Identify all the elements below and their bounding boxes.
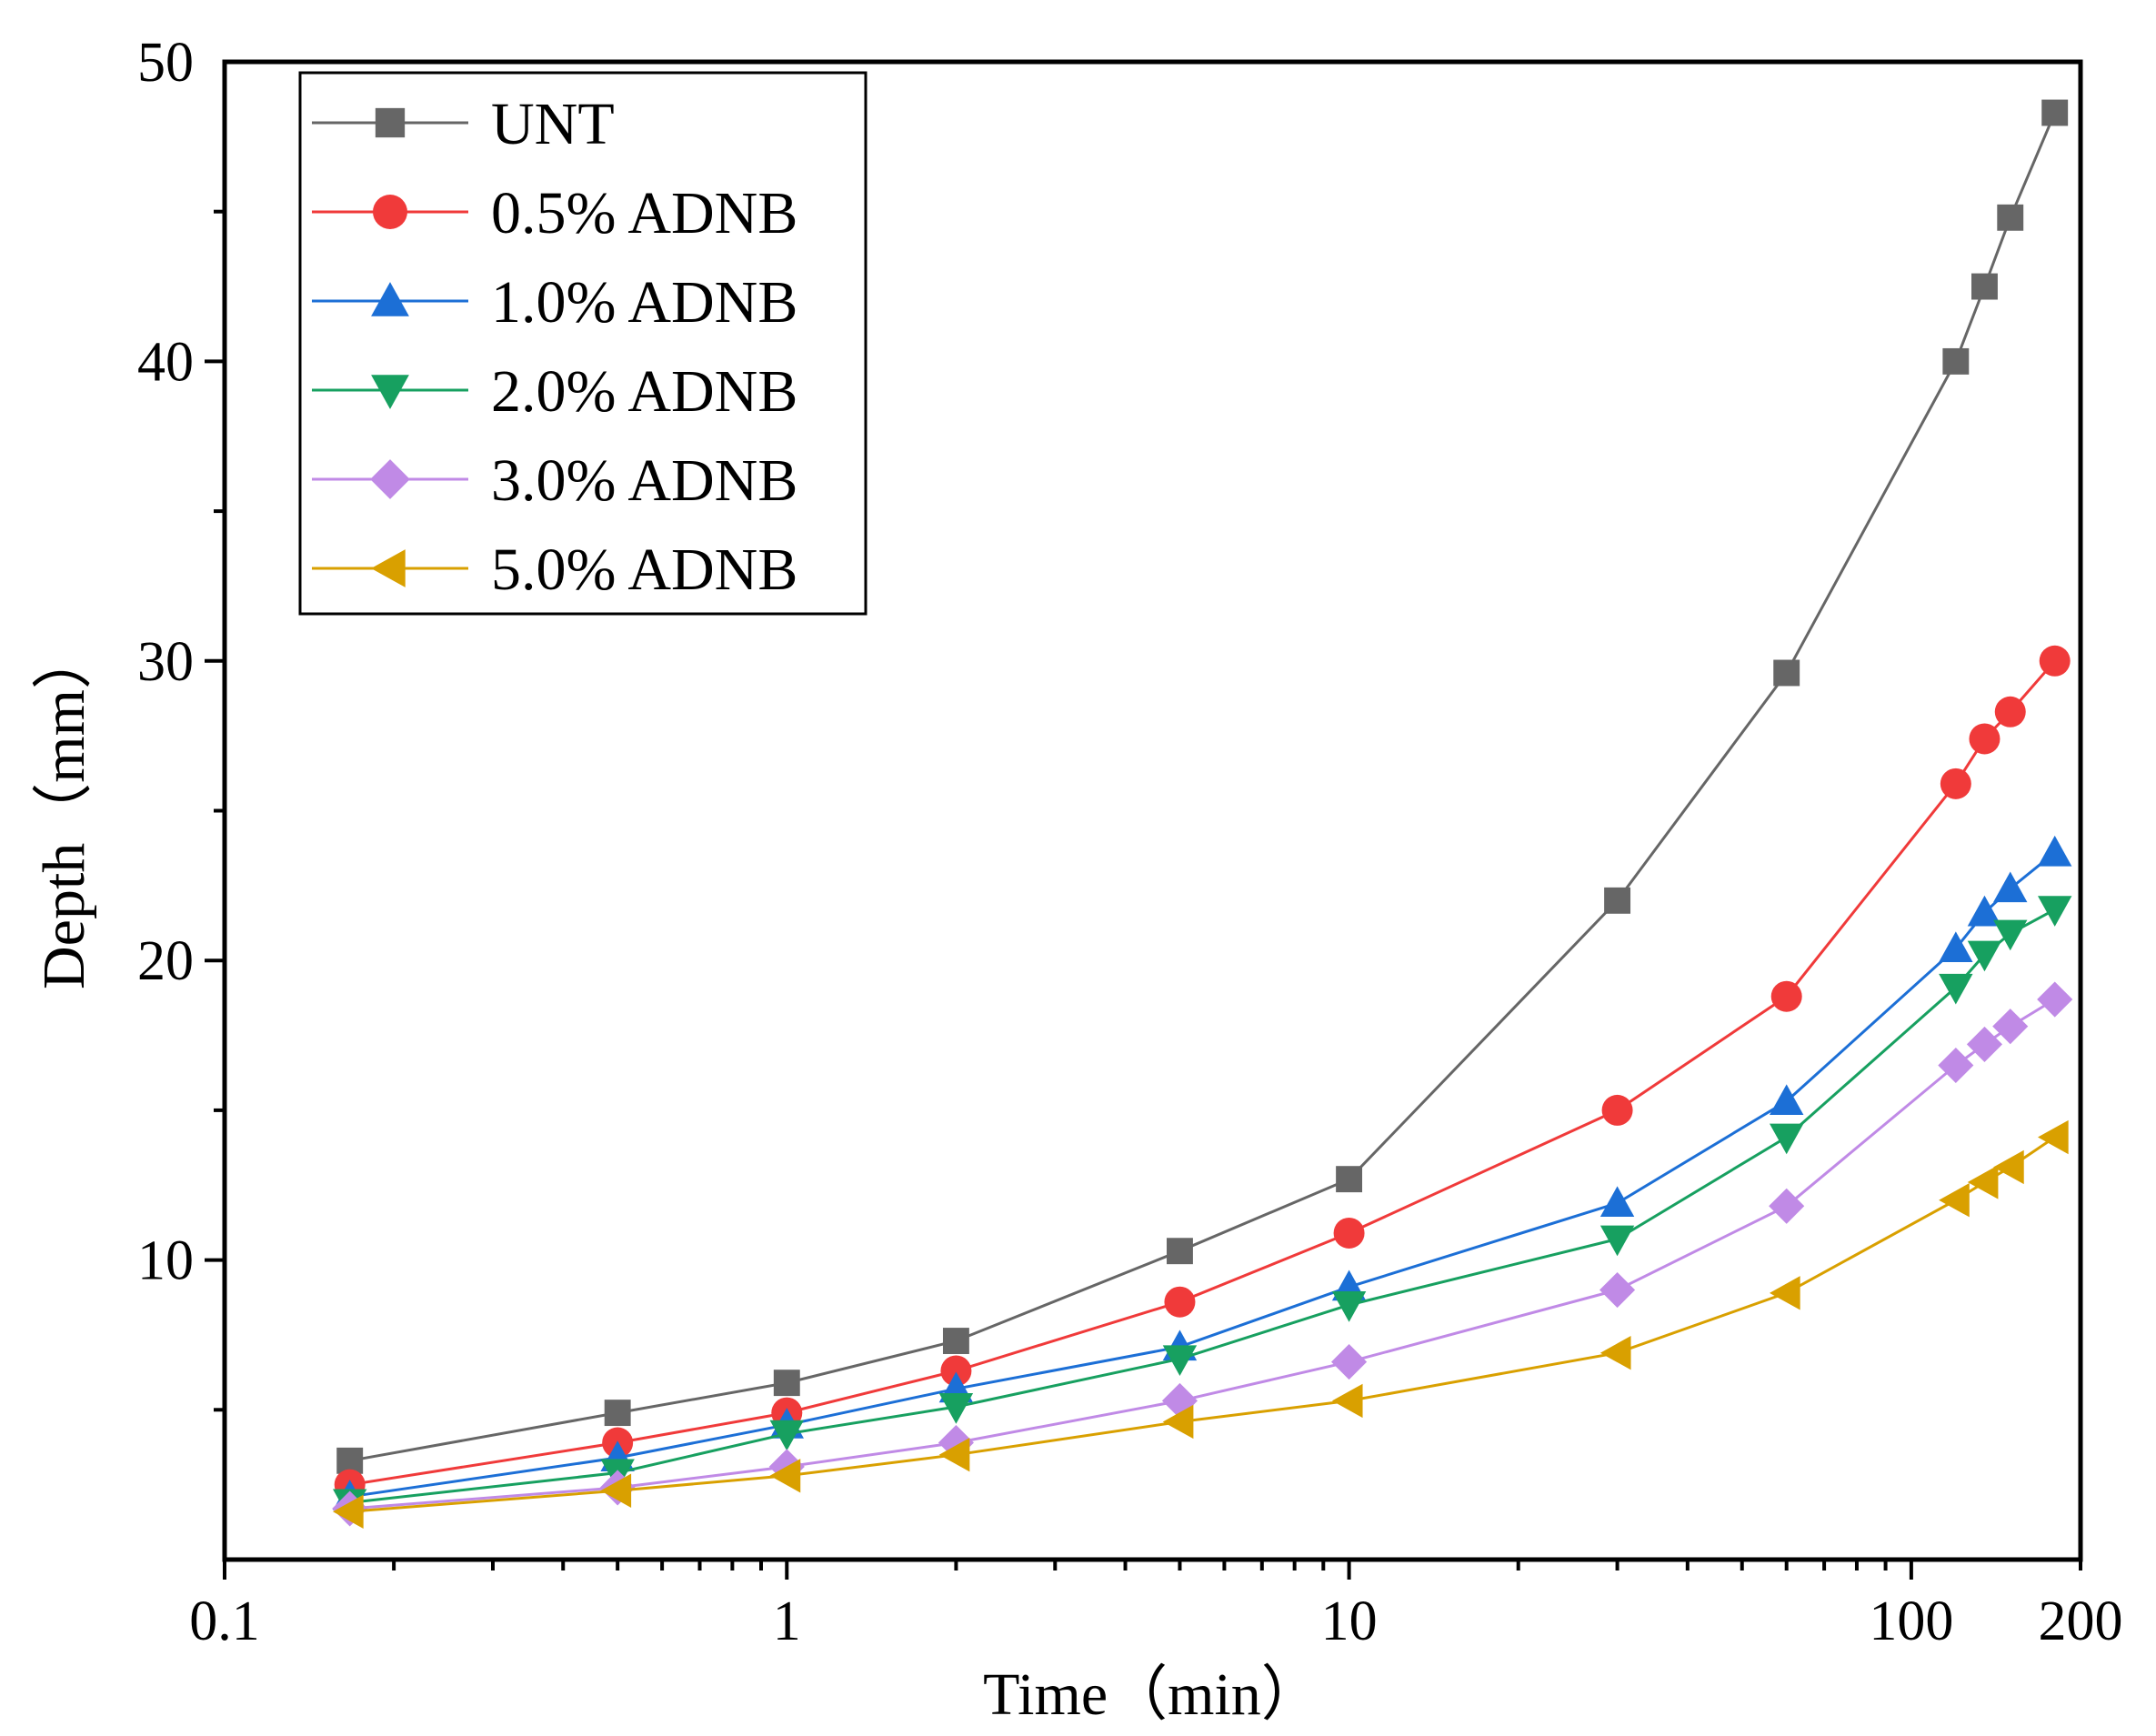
x-axis-title: Time（min）	[983, 1661, 1321, 1728]
legend-label: 1.0% ADNB	[491, 269, 797, 336]
legend-box	[298, 71, 867, 616]
data-point	[2038, 896, 2072, 927]
series-4	[333, 896, 2072, 1520]
data-point	[1599, 1271, 1636, 1309]
data-point	[1994, 696, 2026, 728]
legend-marker	[375, 107, 406, 138]
data-point	[942, 1328, 969, 1354]
series-2	[334, 645, 2071, 1500]
data-point	[940, 1355, 972, 1387]
legend-marker	[370, 459, 410, 499]
y-tick-label: 30	[137, 631, 194, 693]
series-6	[333, 1119, 2069, 1529]
data-point	[1997, 204, 2024, 231]
data-point	[600, 1473, 632, 1508]
data-point	[1939, 931, 1973, 962]
data-point	[2038, 835, 2072, 867]
data-point	[1162, 1345, 1198, 1377]
data-point	[1770, 1276, 1800, 1310]
data-point	[1938, 1047, 1974, 1084]
data-point	[1993, 871, 2028, 903]
data-point	[1601, 1094, 1633, 1126]
data-point	[1773, 659, 1800, 687]
x-tick-label: 10	[1321, 1590, 1378, 1652]
data-point	[769, 1459, 801, 1493]
legend-item: 5.0% ADNB	[312, 537, 797, 603]
data-point	[1993, 1149, 2024, 1185]
axis-layer: 0.1 1 10 100 200 10 20 30 40 50	[137, 32, 2123, 1652]
data-point	[333, 1494, 364, 1529]
data-point	[2039, 645, 2071, 677]
data-point	[1993, 919, 2028, 951]
legend-marker	[371, 375, 409, 409]
series-1	[336, 99, 2069, 1474]
data-point	[769, 1420, 804, 1451]
data-point	[1967, 940, 2002, 972]
x-tick-label: 200	[2039, 1590, 2123, 1652]
legend-label: UNT	[491, 91, 615, 157]
data-point	[2041, 99, 2069, 126]
data-point	[1969, 723, 2001, 755]
data-point	[1162, 1404, 1194, 1440]
data-point	[1939, 973, 1973, 1005]
data-point	[1967, 895, 2002, 927]
data-point	[938, 1438, 970, 1472]
x-tick-label: 100	[1869, 1590, 1953, 1652]
legend: UNT 0.5% ADNB 1.0% ADNB 2.0% ADNB 3.0% ADNB 5…	[298, 71, 867, 616]
x-tick-label: 0.1	[189, 1590, 260, 1652]
data-point	[1167, 1238, 1193, 1265]
data-point	[938, 1393, 974, 1424]
data-point	[1770, 1084, 1804, 1115]
data-point	[1599, 1225, 1635, 1257]
legend-items: UNT 0.5% ADNB 1.0% ADNB 2.0% ADNB 3.0% ADNB 5…	[312, 91, 797, 603]
y-tick-label: 10	[137, 1230, 194, 1292]
legend-item: 0.5% ADNB	[312, 180, 797, 246]
data-point	[1770, 980, 1802, 1012]
legend-marker	[371, 549, 406, 587]
legend-label: 2.0% ADNB	[491, 358, 797, 425]
series-layer	[332, 99, 2073, 1529]
data-point	[1940, 768, 1971, 799]
data-point	[1599, 1336, 1631, 1370]
data-point	[604, 1400, 631, 1427]
data-point	[1164, 1286, 1196, 1318]
data-point	[1331, 1383, 1363, 1419]
legend-label: 3.0% ADNB	[491, 447, 797, 514]
legend-item: 3.0% ADNB	[312, 447, 797, 514]
data-point	[1331, 1291, 1367, 1322]
y-tick-label: 20	[137, 930, 194, 992]
legend-label: 5.0% ADNB	[491, 537, 797, 603]
data-point	[1770, 1123, 1804, 1155]
legend-item: UNT	[312, 91, 615, 157]
legend-item: 1.0% ADNB	[312, 269, 797, 336]
legend-marker	[373, 195, 407, 229]
data-point	[2037, 981, 2073, 1018]
series-5	[332, 981, 2073, 1527]
data-point	[1939, 1183, 1970, 1218]
data-point	[1769, 1188, 1805, 1224]
data-point	[1967, 1165, 1999, 1199]
y-axis-title: Depth（mm）	[31, 629, 97, 989]
data-point	[1971, 273, 1998, 300]
data-point	[1942, 347, 1970, 375]
data-point	[1333, 1217, 1365, 1249]
legend-label: 0.5% ADNB	[491, 180, 797, 246]
data-point	[1331, 1344, 1368, 1380]
data-point	[1599, 1186, 1635, 1217]
data-point	[1604, 887, 1631, 914]
x-tick-label: 1	[773, 1590, 801, 1652]
y-tick-label: 50	[137, 32, 194, 94]
y-tick-label: 40	[137, 331, 194, 393]
legend-marker	[371, 282, 409, 316]
data-point	[1966, 1026, 2003, 1062]
data-point	[2038, 1119, 2069, 1155]
legend-item: 2.0% ADNB	[312, 358, 797, 425]
data-point	[773, 1370, 800, 1397]
data-point	[1336, 1166, 1363, 1193]
data-point	[1992, 1008, 2029, 1045]
